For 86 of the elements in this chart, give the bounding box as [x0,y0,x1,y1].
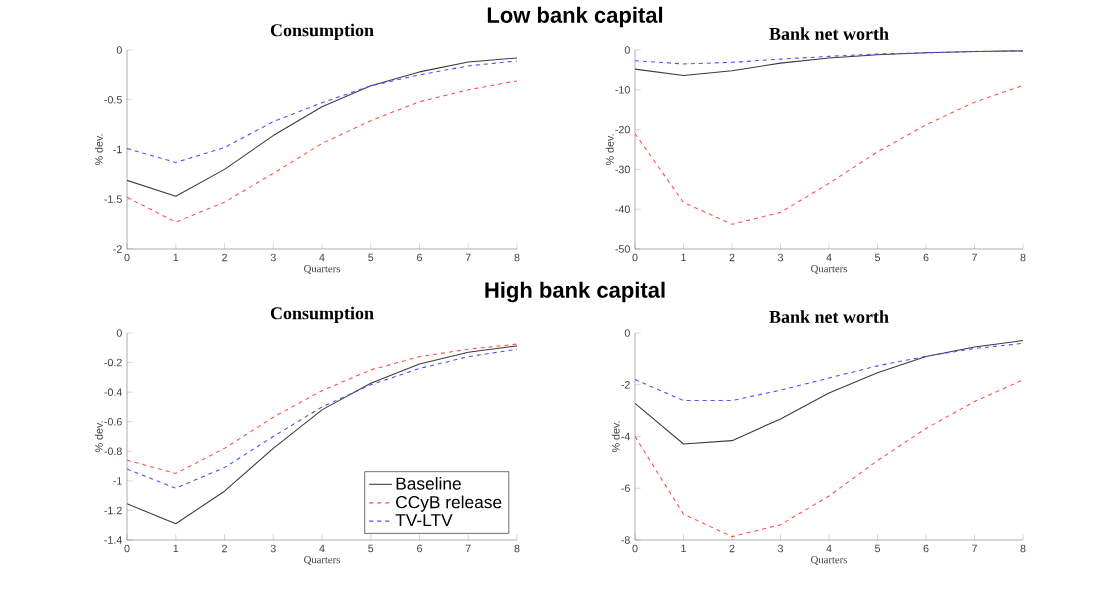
x-tick-label: 0 [124,544,130,553]
y-axis-title: % dev. [605,134,614,166]
y-tick-label: -6 [621,484,630,493]
x-tick-label: 4 [319,253,325,262]
y-tick-label: -0.8 [104,447,122,456]
x-tick-label: 5 [368,253,374,262]
legend-label: TV-LTV [395,514,453,527]
y-tick-label: -8 [621,536,630,544]
x-tick-label: 4 [826,544,832,553]
x-tick-label: 1 [173,253,179,262]
line-series [635,84,1023,225]
line-series [127,57,517,197]
x-tick-label: 3 [270,544,276,553]
x-tick-label: 0 [632,253,638,262]
x-tick-label: 2 [222,253,227,262]
x-tick-label: 6 [923,544,929,553]
x-tick-label: 5 [874,253,881,262]
y-tick-label: -1.4 [104,536,122,544]
y-axis-title: % dev. [94,134,103,166]
y-tick-label: 0 [624,46,630,54]
legend-label: CCyB release [396,495,502,512]
x-tick-label: 3 [777,544,783,553]
y-tick-label: -0.6 [104,417,122,426]
text: High bank capital [485,281,665,303]
chart-title: Bank net worth [769,310,889,323]
x-tick-label: 6 [417,253,422,262]
x-tick-label: 3 [270,253,276,262]
x-tick-label: 7 [465,544,471,553]
x-axis-title: Quarters [811,556,847,565]
y-tick-label: -50 [615,245,630,253]
line-series [635,50,1023,77]
y-tick-label: 0 [116,46,122,54]
y-tick-label: -40 [615,205,630,213]
x-tick-label: 7 [972,253,977,262]
y-tick-label: -1 [113,477,122,485]
line-series [635,339,1024,445]
x-tick-label: 8 [514,544,520,553]
x-tick-label: 2 [729,253,735,262]
x-tick-label: 7 [972,544,977,553]
x-tick-label: 0 [124,253,130,262]
line-series [127,80,517,223]
y-tick-label: -0.4 [104,388,122,396]
x-tick-label: 6 [923,253,929,262]
x-tick-label: 7 [465,253,471,262]
line-series [127,345,517,525]
y-tick-label: -1.5 [104,195,122,203]
x-tick-label: 8 [1020,544,1026,553]
x-tick-label: 8 [514,253,520,262]
y-tick-label: -0.5 [104,95,122,104]
x-tick-label: 1 [173,544,179,553]
y-tick-label: -2 [621,381,630,389]
y-tick-label: -20 [615,125,630,134]
x-tick-label: 4 [319,544,325,553]
x-tick-label: 1 [681,253,686,262]
x-tick-label: 5 [368,544,374,553]
text: Low bank capital [487,6,663,28]
y-tick-label: 0 [624,329,630,337]
y-tick-label: -30 [615,165,630,174]
y-axis-title: % dev. [94,421,103,453]
line-series [635,50,1023,65]
x-axis-title: Quarters [304,265,340,274]
x-tick-label: 8 [1020,253,1026,262]
y-tick-label: -4 [621,432,630,441]
x-tick-label: 4 [826,253,832,262]
y-tick-label: -10 [615,86,630,94]
y-axis-title: % dev. [611,421,620,453]
x-tick-label: 3 [777,253,783,262]
x-tick-label: 5 [874,544,881,553]
y-tick-label: 0 [116,329,122,337]
x-tick-label: 2 [222,544,227,553]
line-series [127,60,517,163]
y-tick-label: -2 [113,245,122,253]
chart-title: Bank net worth [769,27,889,40]
legend-label: Baseline [396,477,461,490]
chart-title: Consumption [270,23,374,40]
y-tick-label: -1 [113,145,122,154]
x-tick-label: 2 [729,544,735,553]
y-tick-label: -0.2 [104,358,122,367]
x-axis-title: Quarters [304,556,340,565]
x-axis-title: Quarters [811,265,847,274]
x-tick-label: 6 [417,544,422,553]
line-series [635,342,1024,402]
x-tick-label: 1 [681,544,686,553]
y-tick-label: -1.2 [104,506,122,515]
chart-title: Consumption [270,306,374,323]
x-tick-label: 0 [632,544,638,553]
